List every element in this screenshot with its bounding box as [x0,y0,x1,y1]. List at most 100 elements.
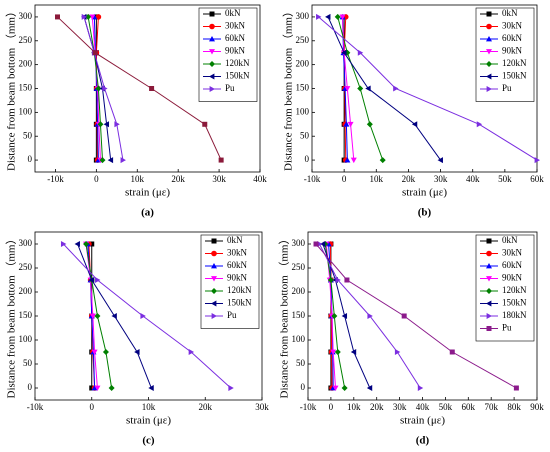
y-tick-label: 300 [296,11,310,21]
marker [107,157,114,164]
marker [114,121,120,128]
legend-label: Pu [227,310,237,320]
legend-marker [486,61,492,67]
legend-label: 90kN [227,273,248,283]
x-tick-label: 10k [142,402,156,412]
marker [331,313,338,319]
marker [108,385,115,391]
marker [55,14,60,20]
y-tick-label: 300 [19,11,33,21]
x-tick-label: -10k [27,402,44,412]
marker [350,157,357,164]
marker [99,157,106,164]
marker [89,241,95,247]
marker [357,85,364,92]
legend-label: 30kN [227,248,248,258]
marker [60,241,67,247]
marker [94,313,101,319]
legend-marker [486,49,492,55]
legend-label: 120kN [227,285,252,295]
x-tick-label: 0 [94,174,99,184]
marker [357,49,364,56]
legend-label: 150kN [225,71,250,81]
legend-label: 30kN [502,21,523,31]
y-tick-label: 50 [23,358,33,368]
y-tick-label: 50 [296,358,306,368]
y-tick-label: 200 [292,286,306,296]
marker [111,313,117,319]
y-tick-label: 250 [19,262,33,272]
marker [393,85,399,92]
marker [335,277,341,283]
x-tick-label: 90k [530,402,544,412]
y-tick-label: 250 [292,262,306,272]
legend-label: 60kN [502,33,523,43]
y-axis-label: Distance from beam bottom （mm） [278,234,291,399]
marker [102,349,109,355]
panel-label: (d) [416,435,430,447]
x-axis-label: strain (με) [402,187,447,199]
marker [449,349,455,355]
legend-marker [211,313,217,319]
marker [437,157,443,164]
legend-marker [486,23,492,30]
marker [120,157,126,164]
marker [148,385,154,391]
y-tick-label: 100 [19,334,33,344]
y-tick-label: 250 [19,35,33,45]
marker [95,14,102,20]
x-tick-label: 30k [434,174,448,184]
marker [379,157,386,164]
legend-label: 150kN [502,71,527,81]
legend-marker [486,288,492,294]
y-tick-label: 200 [19,59,33,69]
y-tick-label: 0 [28,154,33,164]
marker [367,313,373,319]
marker [330,349,337,355]
marker [334,13,341,20]
marker [417,385,424,391]
legend-marker [211,250,217,257]
legend-label: 90kN [225,46,246,56]
panel-label: (c) [142,435,155,447]
marker [401,313,407,319]
x-tick-label: -10k [300,402,317,412]
legend-marker [209,86,215,92]
marker [350,349,357,355]
x-tick-label: 0 [342,174,347,184]
legend-marker [486,250,492,257]
legend-marker [211,263,217,269]
legend-label: 150kN [502,298,527,308]
legend-label: Pu [502,83,512,93]
marker [366,121,373,128]
marker [341,49,347,56]
legend-marker [486,73,492,80]
x-tick-label: 70k [484,402,498,412]
marker [74,241,80,247]
marker [344,277,350,283]
x-tick-label: 20k [402,174,416,184]
legend-marker [211,276,217,282]
x-tick-label: 50k [439,402,453,412]
marker [91,385,98,391]
y-tick-label: 200 [19,286,33,296]
marker [316,13,322,20]
marker [228,385,234,391]
x-tick-label: 30k [255,402,269,412]
marker [341,313,348,319]
marker [534,157,540,164]
legend-label: 0kN [225,8,241,18]
y-tick-label: 150 [19,83,33,93]
y-tick-label: 300 [292,238,306,248]
marker [88,277,95,283]
legend-label: 60kN [225,33,246,43]
marker [94,385,101,391]
x-tick-label: 0 [329,402,334,412]
marker [140,313,146,319]
marker [327,277,334,283]
x-tick-label: 60k [530,174,544,184]
legend-box [200,234,260,329]
legend-label: 180kN [502,310,527,320]
x-tick-label: 60k [462,402,476,412]
legend-marker [209,23,215,30]
